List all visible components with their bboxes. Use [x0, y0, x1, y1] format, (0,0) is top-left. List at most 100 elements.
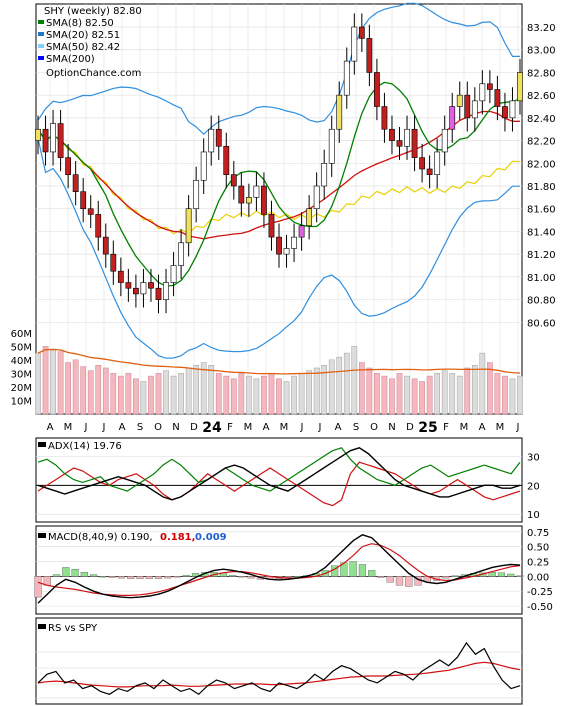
volume-tick-label: 40M: [11, 356, 32, 367]
candle-body: [471, 100, 478, 119]
legend-sma8: SMA(8) 82.50: [46, 18, 114, 29]
volume-bar: [246, 375, 252, 415]
macd-histogram-bar: [386, 576, 394, 583]
candle-body: [358, 26, 365, 39]
candle-body: [434, 151, 441, 175]
macd-histogram-bar: [191, 573, 200, 577]
bollinger-upper-line: [37, 2, 520, 136]
volume-average-line: [37, 348, 521, 375]
volume-bar: [215, 373, 222, 415]
macd-histogram-bar: [238, 576, 246, 578]
month-tick-label: A: [119, 422, 126, 433]
volume-bar: [65, 362, 71, 415]
candle-body: [351, 26, 358, 62]
volume-bar: [133, 378, 139, 415]
price-tick-label: 81.00: [527, 273, 556, 284]
volume-bar: [283, 381, 290, 415]
macd-signal-label: 0.181,: [160, 532, 195, 543]
month-tick-label: A: [335, 422, 342, 433]
candle-body: [245, 197, 252, 204]
macd-histogram-bar: [127, 576, 135, 579]
volume-tick-label: 60M: [11, 329, 32, 340]
candle-body: [253, 185, 260, 198]
macd-histogram-bar: [442, 576, 450, 579]
source-label: OptionChance.com: [46, 68, 141, 79]
sma8-line: [37, 81, 521, 287]
month-tick-label: A: [479, 422, 486, 433]
candle-body: [268, 214, 275, 238]
adx-tick-label: 20: [527, 481, 540, 492]
volume-bar: [72, 359, 79, 415]
volume-bar: [381, 375, 388, 415]
volume-bar: [487, 362, 493, 415]
month-tick-label: J: [516, 422, 520, 433]
candle-body: [419, 157, 425, 170]
volume-bar: [358, 362, 365, 415]
candle-body: [102, 236, 109, 255]
macd-histogram-bar: [507, 573, 515, 577]
sma20-line: [37, 110, 520, 240]
month-tick-label: M: [244, 422, 253, 433]
legend: SHY (weekly) 82.80 SMA(8) 82.50 SMA(20) …: [38, 6, 142, 79]
macd-histogram-bar: [164, 576, 172, 579]
volume-tick-label: 10M: [11, 396, 32, 407]
volume-bar: [419, 381, 425, 415]
volume-bar: [509, 378, 516, 415]
adx-label: ADX(14) 19.76: [48, 441, 122, 452]
candle-body: [208, 128, 215, 153]
candle-body: [35, 128, 41, 141]
macd-histogram-bar: [358, 564, 367, 577]
price-tick-label: 81.20: [527, 250, 556, 261]
macd-tick-label: 0.50: [527, 543, 549, 554]
month-tick-label: D: [406, 422, 414, 433]
macd-tick-label: 0.75: [527, 528, 549, 539]
macd-histogram-bar: [71, 569, 79, 577]
month-tick-label: N: [172, 422, 179, 433]
volume-bar: [366, 367, 373, 415]
macd-histogram-bar: [229, 574, 237, 577]
volume-bar: [261, 375, 267, 415]
price-tick-label: 80.60: [527, 318, 556, 329]
month-tick-label: 24: [202, 420, 222, 436]
candle-body: [178, 242, 184, 266]
macd-histogram-bar: [99, 576, 107, 578]
month-tick-label: A: [263, 422, 270, 433]
volume-bar: [411, 378, 418, 415]
candle-body: [283, 248, 290, 255]
adx-tick-label: 30: [527, 452, 540, 463]
month-tick-label: M: [496, 422, 505, 433]
candle-body: [396, 140, 403, 147]
price-tick-label: 81.80: [527, 182, 556, 193]
candle-body: [148, 282, 154, 289]
candle-body: [517, 72, 523, 102]
price-tick-label: 81.40: [527, 227, 556, 238]
candle-body: [230, 174, 237, 187]
volume-bar: [336, 356, 343, 415]
adx-tick-label: 10: [527, 510, 540, 521]
volume-bar: [223, 375, 230, 415]
candle-body: [72, 174, 79, 192]
month-tick-label: M: [460, 422, 469, 433]
macd-histogram-bar: [52, 574, 61, 577]
volume-bar: [517, 375, 523, 415]
rs-panel: RS vs SPY: [35, 617, 523, 705]
month-tick-label: N: [388, 422, 395, 433]
volume-bar: [313, 367, 320, 415]
month-tick-label: J: [318, 422, 322, 433]
month-tick-label: J: [102, 422, 106, 433]
volume-bar: [253, 378, 260, 415]
price-tick-label: 80.80: [527, 296, 556, 307]
candle-body: [389, 128, 395, 141]
month-tick-label: F: [227, 422, 233, 433]
candle-body: [200, 151, 207, 181]
candle-body: [133, 287, 139, 295]
candle-body: [486, 83, 493, 90]
candle-body: [479, 83, 486, 102]
volume-tick-label: 50M: [11, 342, 32, 353]
macd-histogram-bar: [247, 576, 255, 579]
volume-bar: [343, 352, 350, 415]
price-tick-label: 83.00: [527, 46, 556, 57]
month-tick-label: 25: [418, 420, 437, 436]
candle-body: [343, 60, 350, 96]
volume-bar: [200, 362, 207, 415]
